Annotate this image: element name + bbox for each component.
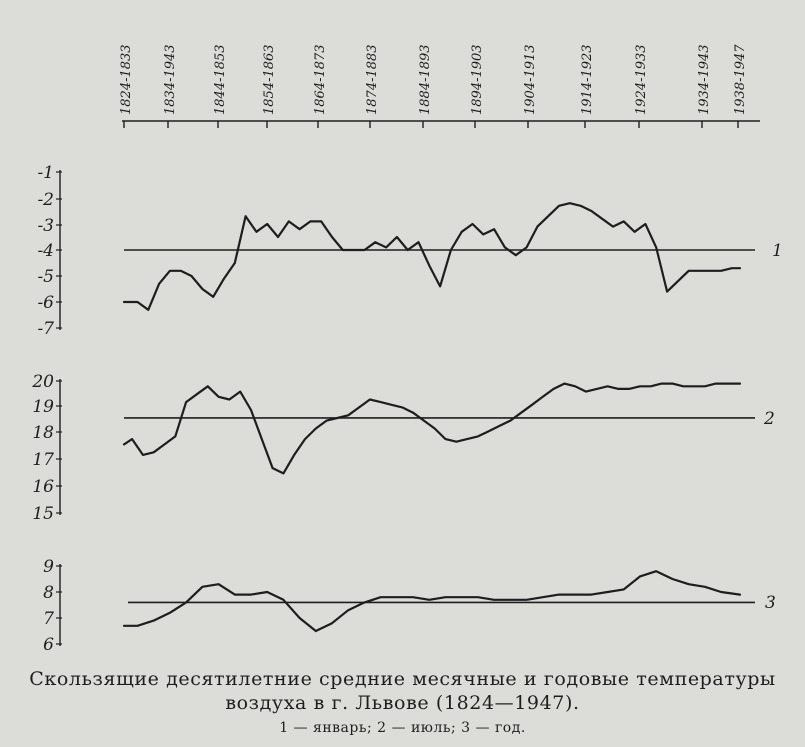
x-tick-label: 1884-1893 xyxy=(418,44,433,115)
y-tick-label: 17 xyxy=(32,450,54,470)
temperature-series-line xyxy=(122,570,742,633)
y-tick-label: -5 xyxy=(37,267,54,287)
x-tick-label: 1914-1923 xyxy=(580,44,595,115)
y-tick-label: -3 xyxy=(37,216,54,236)
y-tick-label: 9 xyxy=(43,557,54,577)
y-tick-label: -7 xyxy=(37,319,54,339)
x-tick-label: 1924-1933 xyxy=(634,44,649,115)
y-tick-label: 20 xyxy=(31,372,54,392)
caption-subtitle: воздуха в г. Львове (1824—1947). xyxy=(225,692,580,714)
y-tick-label: -6 xyxy=(37,293,54,313)
series-label: 2 xyxy=(763,409,775,429)
y-tick-label: 16 xyxy=(32,477,54,497)
y-tick-label: 6 xyxy=(43,635,54,655)
x-tick-label: 1854-1863 xyxy=(262,44,277,115)
x-tick-label: 1834-1943 xyxy=(163,44,178,115)
temperature-series-line xyxy=(122,382,742,475)
y-tick-label: 15 xyxy=(32,504,54,524)
x-tick-label: 1864-1873 xyxy=(313,44,328,115)
y-tick-label: -2 xyxy=(37,190,54,210)
x-tick-label: 1844-1853 xyxy=(213,44,228,115)
y-tick-label: 19 xyxy=(32,397,54,417)
caption-legend: 1 — январь; 2 — июль; 3 — год. xyxy=(279,720,526,736)
series-label: 3 xyxy=(765,593,776,613)
x-tick-label: 1894-1903 xyxy=(470,44,485,115)
y-tick-label: 18 xyxy=(32,423,54,443)
x-tick-label: 1824-1833 xyxy=(119,44,134,115)
series-label: 1 xyxy=(772,241,783,261)
x-tick-label: 1904-1913 xyxy=(523,44,538,115)
x-tick-label: 1934-1943 xyxy=(697,44,712,115)
caption-title: Скользящие десятилетние средние месячные… xyxy=(29,668,776,690)
x-tick-label: 1874-1883 xyxy=(365,44,380,115)
temperature-series-line xyxy=(122,202,742,311)
y-tick-label: 7 xyxy=(43,609,54,629)
y-tick-label: -1 xyxy=(37,163,54,183)
y-tick-label: 8 xyxy=(43,583,54,603)
y-tick-label: -4 xyxy=(37,241,54,261)
x-tick-label: 1938-1947 xyxy=(733,44,748,115)
